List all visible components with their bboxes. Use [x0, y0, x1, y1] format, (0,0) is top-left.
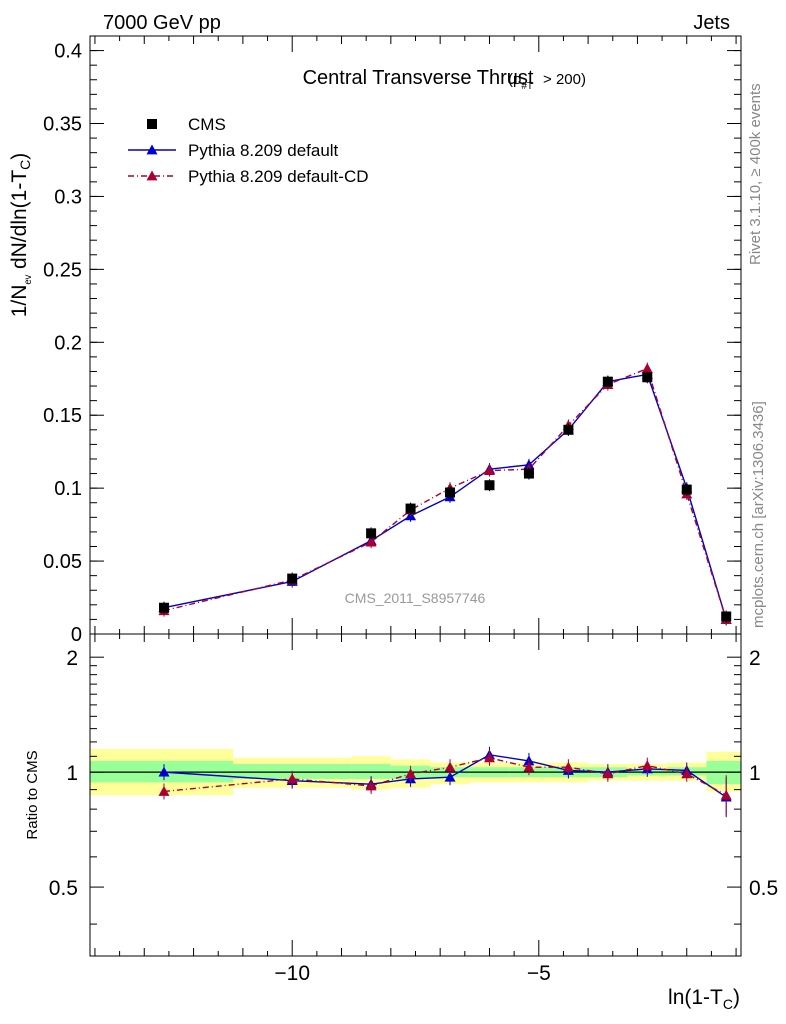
ratio-y-tick-label: 0.5: [49, 877, 78, 900]
x-tick-label: −10: [274, 962, 310, 985]
ratio-data-point: [444, 761, 456, 772]
main-series-line: [163, 367, 727, 620]
main-y-tick-label: 0.35: [43, 114, 82, 136]
main-data-point: [602, 376, 613, 387]
main-y-tick-label: 0.3: [54, 186, 82, 208]
main-series-layer: [158, 362, 732, 626]
main-data-point: [484, 480, 495, 491]
x-tick-label: −5: [527, 962, 551, 985]
legend-entry-2: Pythia 8.209 default-CD: [128, 167, 369, 186]
ratio-data-point: [158, 766, 170, 777]
ratio-series-layer: [158, 746, 732, 818]
main-data-point: [642, 372, 653, 383]
main-data-point: [721, 611, 732, 622]
main-title-text: Central Transverse Thrust: [303, 67, 534, 89]
main-data-point: [287, 573, 298, 584]
ratio-data-point: [641, 760, 653, 771]
main-y-tick-label: 0.1: [54, 478, 82, 500]
header-right: Jets: [693, 12, 730, 34]
main-y-label: 1/Nₑᵥ dN/dln(1-TC): [8, 153, 33, 318]
ratio-y-tick-label: 2: [66, 647, 78, 670]
main-data-point: [563, 424, 574, 435]
main-data-point: [483, 465, 495, 476]
main-data-point: [445, 487, 456, 498]
legend-label: Pythia 8.209 default-CD: [188, 167, 369, 186]
main-data-point: [365, 536, 377, 547]
ratio-series-line: [163, 754, 727, 798]
main-data-point: [681, 484, 692, 495]
x-axis-label: ln(1-TC): [668, 986, 740, 1012]
main-title-suffix: (p#T > 200): [508, 71, 586, 92]
ratio-y-tick-label-right: 2: [749, 647, 761, 670]
ratio-series-line: [163, 757, 727, 796]
legend-entry-1: Pythia 8.209 default: [128, 141, 339, 160]
ratio-data-point: [365, 780, 377, 791]
legend-marker: [146, 170, 158, 181]
ratio-y-label: Ratio to CMS: [24, 750, 41, 839]
ratio-data-point: [444, 771, 456, 782]
ratio-series-1: [158, 749, 732, 816]
ratio-data-point: [681, 768, 693, 779]
ratio-inner-band: [351, 764, 391, 779]
watermark: CMS_2011_S8957746: [345, 590, 486, 606]
header-left: 7000 GeV pp: [103, 12, 221, 34]
ratio-data-point: [483, 752, 495, 763]
ratio-data-point: [405, 768, 417, 779]
main-y-tick-label: 0.25: [43, 259, 82, 281]
ratio-data-point: [562, 761, 574, 772]
rivet-label: Rivet 3.1.10, ≥ 400k events: [747, 83, 764, 265]
ratio-data-point: [286, 773, 298, 784]
main-y-tick-label: 0.15: [43, 405, 82, 427]
legend: CMS Pythia 8.209 default Pythia 8.209 defa…: [128, 115, 369, 186]
ratio-data-point: [602, 768, 614, 779]
main-data-point: [366, 528, 377, 539]
main-title: Central Transverse Thrust: [303, 67, 534, 89]
ratio-y-tick-label: 1: [66, 762, 78, 785]
ratio-y-tick-label-right: 1: [749, 762, 761, 785]
legend-label: Pythia 8.209 default: [188, 141, 339, 160]
main-data-point: [523, 468, 534, 479]
main-axes: 0 0.05 0.1 0.15 0.2 0.25 0.3 0.35 0.4: [43, 36, 741, 646]
legend-marker: [146, 144, 158, 155]
legend-marker: [147, 119, 157, 129]
ratio-data-point: [720, 789, 732, 800]
ratio-axes: 0.5 0.5 1 1 2 2 −10 −5: [49, 634, 778, 985]
main-y-tick-label: 0.4: [54, 41, 82, 63]
legend-label: CMS: [188, 115, 226, 134]
main-series-0: [158, 371, 732, 623]
main-y-tick-label: 0.05: [43, 551, 82, 573]
main-data-point: [405, 503, 416, 514]
ratio-data-point: [158, 785, 170, 796]
legend-entry-0: CMS: [147, 115, 226, 134]
main-y-tick-label: 0: [71, 624, 82, 646]
main-y-tick-label: 0.2: [54, 332, 82, 354]
main-series-line: [163, 373, 727, 620]
main-data-point: [641, 363, 653, 373]
main-data-point: [158, 602, 169, 613]
mcplots-label: mcplots.cern.ch [arXiv:1306.3436]: [750, 401, 767, 628]
ratio-plot-frame: [89, 633, 742, 957]
ratio-y-tick-label-right: 0.5: [749, 877, 778, 900]
ratio-data-point: [523, 761, 535, 772]
